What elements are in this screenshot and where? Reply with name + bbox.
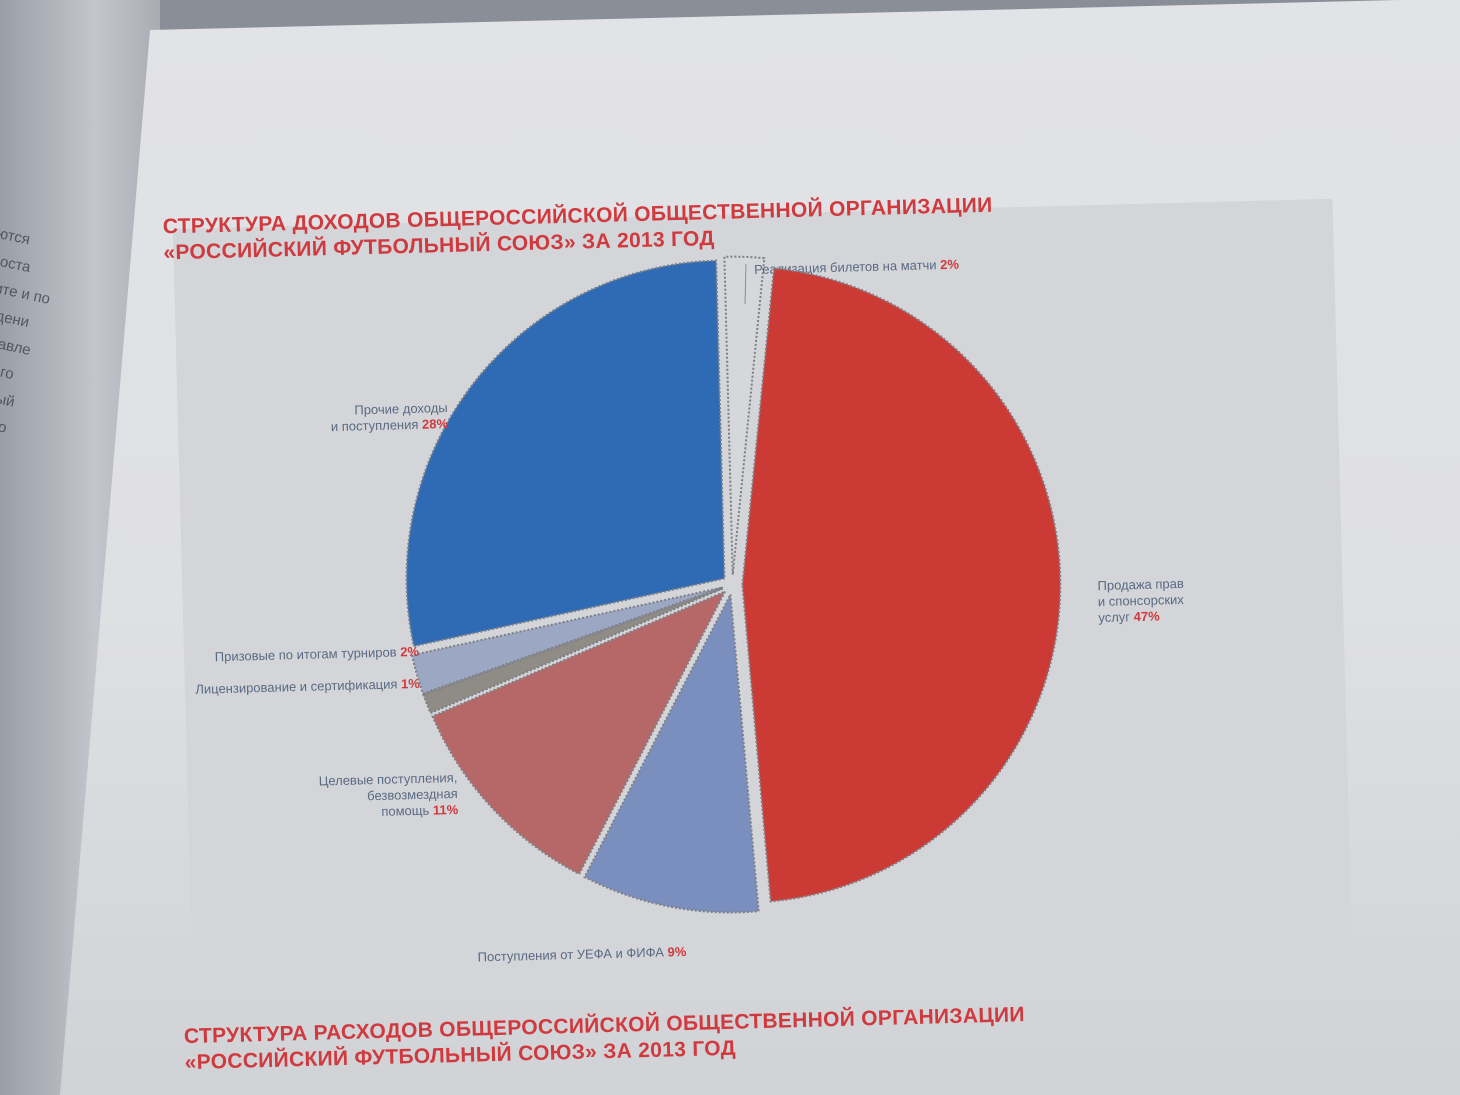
pie-slice: [741, 267, 1062, 903]
slice-label: Продажа прави спонсорскихуслуг 47%: [1097, 576, 1185, 625]
slice-label: Прочие доходыи поступления 28%: [330, 400, 448, 434]
page-content: СТРУКТУРА ДОХОДОВ ОБЩЕРОССИЙСКОЙ ОБЩЕСТВ…: [140, 83, 1460, 1074]
pie-slice: [431, 589, 728, 876]
slice-percent: 2%: [940, 257, 960, 272]
pie-slice: [583, 590, 760, 914]
left-page-text: ются доста дите и по ведени управле вочего ол…: [0, 220, 68, 472]
leader-line: [744, 264, 747, 305]
slice-label: Целевые поступления,безвозмезднаяпомощь …: [319, 770, 459, 821]
slice-percent: 2%: [400, 644, 420, 659]
slice-percent: 9%: [667, 944, 687, 959]
slice-percent: 1%: [401, 676, 421, 691]
slice-percent: 28%: [422, 416, 449, 432]
pie-chart: Реализация билетов на матчи 2%Продажа пр…: [195, 255, 1185, 964]
slice-label: Поступления от УЕФА и ФИФА 9%: [477, 944, 686, 964]
slice-label: Лицензирование и сертификация 1%: [195, 676, 420, 697]
slice-percent: 11%: [433, 802, 459, 818]
pie-slice: [723, 255, 766, 575]
slice-label: Призовые по итогам турниров 2%: [215, 644, 420, 664]
pie-slice: [405, 259, 726, 648]
pie-slice: [410, 586, 724, 695]
slice-percent: 47%: [1133, 608, 1160, 624]
pie-slice: [422, 587, 724, 715]
